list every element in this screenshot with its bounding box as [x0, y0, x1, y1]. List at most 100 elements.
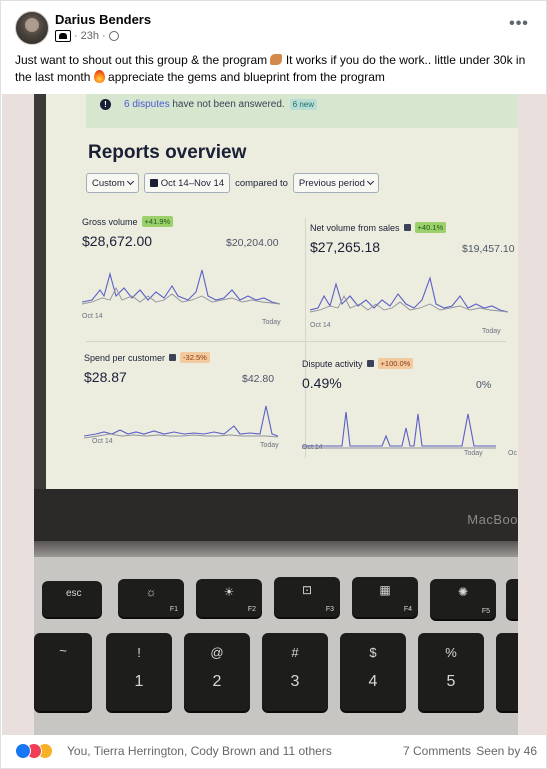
key-label: F2 — [247, 606, 256, 613]
laptop-photo: ! 6 disputes have not been answered. 6 ne… — [34, 94, 518, 735]
f5-key: ✺ F5 — [430, 579, 496, 619]
key-label: F4 — [403, 606, 412, 613]
metric-value: 0.49% — [302, 375, 342, 391]
post-meta: · 23h · — [55, 29, 119, 43]
metric-label: Gross volume — [82, 216, 138, 227]
like-reaction-icon — [15, 743, 31, 759]
date-range-select: Oct 14–Nov 14 — [143, 173, 231, 193]
metric-previous-value: $20,204.00 — [226, 237, 279, 249]
range-preset-select: Custom — [86, 173, 139, 193]
metric-label-row: Gross volume +41.9% — [82, 216, 174, 227]
key-label: F3 — [325, 606, 334, 613]
chevron-down-icon — [126, 177, 134, 186]
meta-separator: · — [102, 30, 106, 42]
axis-end-label: Today — [260, 442, 279, 449]
key-label: ! — [137, 645, 141, 660]
key-label: 5 — [446, 673, 456, 690]
metric-value: $27,265.18 — [310, 239, 381, 255]
gross-volume-metric: Gross volume +41.9% $28,672.00 $20,204.0… — [82, 216, 292, 331]
info-icon — [403, 224, 411, 231]
three-key: # 3 — [262, 633, 328, 711]
axis-start-label: Oct 14 — [310, 322, 331, 329]
calendar-icon — [149, 179, 158, 187]
f4-key: ▦ F4 — [352, 577, 418, 617]
esc-key: esc — [42, 581, 102, 617]
reaction-icons[interactable] — [15, 743, 65, 759]
alert-text: 6 disputes have not been answered. 6 new — [124, 99, 318, 110]
delta-badge: +40.1% — [414, 222, 447, 233]
author-name[interactable]: Darius Benders — [55, 12, 152, 27]
metric-label: Dispute activity — [302, 358, 363, 369]
metric-previous-value: 0% — [476, 379, 492, 391]
dispute-activity-metric: Dispute activity +100.0% 0.49% 0% Oct 14… — [302, 358, 518, 468]
delta-badge: -32.5% — [180, 352, 210, 363]
metric-divider — [86, 341, 506, 342]
meta-separator: · — [74, 30, 78, 42]
metric-value: $28,672.00 — [82, 233, 153, 249]
alert-message: have not been answered. — [169, 99, 285, 110]
laptop-screen: ! 6 disputes have not been answered. 6 ne… — [46, 94, 518, 489]
f2-key: ☀ F2 — [196, 579, 262, 617]
key-label: ~ — [59, 643, 67, 658]
key-label: 1 — [134, 673, 144, 690]
six-key — [496, 633, 518, 711]
comparison-label: Previous period — [298, 177, 365, 189]
post-photo[interactable]: ! 6 disputes have not been answered. 6 ne… — [2, 94, 547, 735]
axis-start-label: Oct 14 — [302, 444, 323, 451]
metric-divider — [305, 218, 306, 458]
more-options-button[interactable]: ••• — [509, 15, 529, 32]
key-label: F5 — [481, 608, 490, 615]
reactors-summary[interactable]: You, Tierra Herrington, Cody Brown and 1… — [67, 744, 332, 758]
brightness-down-icon: ☼ — [145, 585, 157, 599]
post-header: Darius Benders · 23h · ••• — [15, 11, 535, 47]
sparkline-chart — [84, 405, 279, 439]
metric-label-row: Dispute activity +100.0% — [302, 358, 414, 369]
info-icon — [366, 360, 374, 367]
sparkline-chart — [82, 269, 281, 305]
f3-key: ⊡ F3 — [274, 577, 340, 617]
spend-per-customer-metric: Spend per customer -32.5% $28.87 $42.80 … — [84, 352, 294, 462]
f1-key: ☼ F1 — [118, 579, 184, 617]
launchpad-icon: ▦ — [379, 583, 391, 597]
post-time[interactable]: 23h — [80, 30, 100, 42]
laptop-hinge — [34, 541, 518, 557]
metric-label-row: Spend per customer -32.5% — [84, 352, 210, 363]
chevron-down-icon — [366, 177, 374, 186]
compared-to-label: compared to — [235, 177, 288, 189]
previous-period-line — [84, 433, 279, 439]
screen-bezel — [34, 489, 518, 541]
disputes-alert: ! 6 disputes have not been answered. 6 ne… — [86, 94, 518, 128]
keyboard-deck: esc ☼ F1 ☀ F2 ⊡ F3 ▦ F4 — [34, 557, 518, 735]
post-footer: You, Tierra Herrington, Cody Brown and 1… — [15, 741, 537, 761]
current-period-line — [84, 405, 279, 437]
filter-row: Custom Oct 14–Nov 14 compared to Previou… — [86, 172, 379, 194]
group-icon[interactable] — [55, 30, 71, 42]
sparkline-chart — [310, 276, 509, 313]
previous-period-line — [310, 294, 509, 313]
comparison-select: Previous period — [292, 173, 379, 193]
one-key: ! 1 — [106, 633, 172, 711]
post-text-part: Just want to shout out this group & the … — [15, 53, 271, 67]
key-label: 3 — [290, 673, 300, 690]
brightness-up-icon: ☀ — [223, 585, 235, 599]
five-key: % 5 — [418, 633, 484, 711]
axis-end-label: Today — [464, 450, 483, 457]
metric-label-row: Net volume from sales +40.1% — [310, 222, 447, 233]
axis-start-label: Oct 14 — [92, 438, 113, 445]
key-label: % — [445, 645, 457, 660]
seen-by-count[interactable]: Seen by 46 — [476, 744, 537, 758]
reports-title: Reports overview — [88, 142, 247, 163]
f6-key — [506, 579, 518, 619]
axis-start-label: Oct 14 — [82, 313, 103, 320]
axis-end-label: Today — [482, 328, 501, 335]
macbook-label: MacBoo — [467, 512, 518, 527]
tilde-key: ~ — [34, 633, 92, 711]
key-label: esc — [66, 588, 82, 599]
info-icon — [169, 354, 177, 361]
two-key: @ 2 — [184, 633, 250, 711]
current-period-line — [310, 276, 509, 313]
mission-control-icon: ⊡ — [301, 583, 313, 597]
comments-count[interactable]: 7 Comments — [402, 744, 471, 758]
avatar[interactable] — [15, 11, 49, 45]
